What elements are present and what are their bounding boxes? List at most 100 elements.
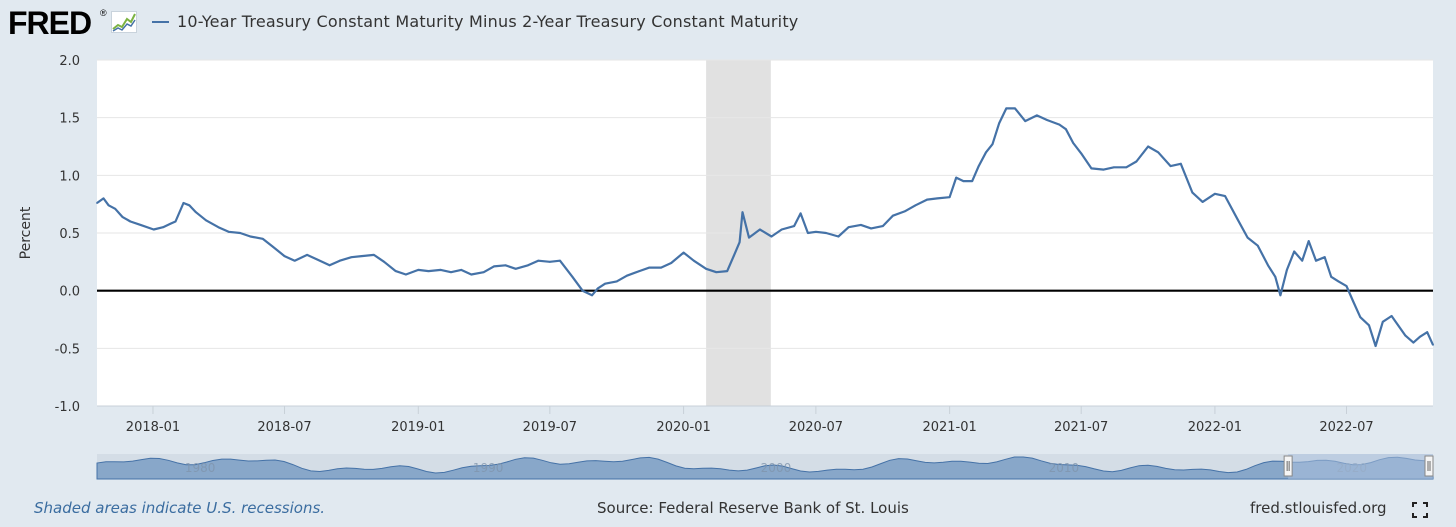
series-point [1214, 192, 1216, 195]
series-point [741, 211, 744, 214]
series-point [780, 228, 783, 231]
legend-series-label: 10-Year Treasury Constant Maturity Minus… [177, 12, 799, 31]
series-point [732, 255, 735, 257]
series-point [152, 228, 155, 231]
series-point [1345, 285, 1348, 287]
series-point [926, 198, 928, 201]
series-point [1080, 152, 1083, 155]
series-point [249, 235, 252, 238]
series-point [814, 230, 817, 233]
series-point [121, 215, 124, 218]
series-point [548, 260, 551, 263]
series-point [738, 241, 741, 244]
y-tick-label: -0.5 [55, 342, 80, 357]
series-point [914, 204, 917, 207]
series-point [537, 259, 540, 262]
series-point [1135, 160, 1138, 163]
series-point [217, 226, 220, 229]
series-point [169, 222, 172, 225]
series-point [1024, 120, 1027, 123]
navigator-handle-left[interactable] [1283, 455, 1293, 477]
series-point [571, 275, 574, 278]
fred-logo[interactable]: FRED [8, 5, 92, 41]
series-point [985, 151, 987, 154]
series-point [1293, 250, 1296, 253]
series-point [1337, 280, 1340, 283]
x-tick-label: 2018-01 [126, 420, 180, 435]
series-point [1256, 244, 1259, 247]
series-point [394, 270, 397, 272]
series-point [162, 226, 165, 229]
series-point [1236, 218, 1239, 221]
x-tick-label: 2021-01 [922, 420, 976, 435]
series-point [360, 255, 363, 257]
series-point [1201, 200, 1204, 203]
series-point [96, 202, 98, 204]
series-point [417, 269, 420, 271]
series-point [350, 256, 353, 259]
series-point [272, 245, 274, 248]
y-tick-label: 0.5 [59, 227, 80, 242]
series-point [470, 273, 473, 276]
series-point [1374, 345, 1377, 347]
series-point [439, 269, 442, 271]
series-point [1352, 300, 1354, 302]
series-layer [96, 107, 1435, 348]
series-point [1224, 195, 1227, 197]
chart-legend[interactable]: 10-Year Treasury Constant Maturity Minus… [152, 12, 798, 31]
series-point [962, 180, 965, 183]
x-axis-ticks [152, 406, 1348, 414]
series-point [1285, 269, 1288, 271]
x-tick-label: 2019-07 [523, 420, 577, 435]
series-point [615, 280, 618, 283]
series-point [604, 282, 606, 285]
series-point [726, 270, 729, 272]
series-point [102, 197, 105, 200]
series-point [1035, 114, 1038, 117]
series-point [847, 226, 850, 229]
series-point [1381, 320, 1384, 323]
navigator-handle-right[interactable] [1424, 455, 1434, 477]
series-point [1274, 275, 1277, 278]
line-chart[interactable]: 2.01.51.00.50.0-0.5-1.0 2018-01 2018-07 20… [0, 46, 1456, 486]
series-point [881, 225, 884, 227]
series-point [1046, 119, 1048, 121]
series-point [1147, 145, 1149, 148]
navigator-selection[interactable] [1288, 454, 1433, 479]
series-point [670, 262, 673, 264]
x-tick-labels: 2018-01 2018-07 2019-01 2019-07 2020-01 2020-… [126, 420, 1374, 435]
series-point [793, 225, 795, 227]
series-point [955, 176, 958, 179]
series-point [1323, 256, 1326, 259]
series-point [1368, 324, 1370, 327]
x-tick-label: 2021-07 [1054, 420, 1108, 435]
series-point [1125, 166, 1128, 169]
series-point [559, 259, 561, 262]
series-point [338, 259, 341, 262]
series-point [648, 266, 651, 269]
series-point [1113, 166, 1115, 169]
series-point [1390, 315, 1393, 317]
series-point [936, 197, 939, 200]
site-link[interactable]: fred.stlouisfed.org [1250, 499, 1387, 517]
series-point [194, 211, 197, 214]
series-point [482, 271, 485, 274]
series-point [328, 264, 331, 267]
range-navigator[interactable]: 19801990200020102020 [96, 454, 1434, 480]
fullscreen-icon[interactable] [1412, 502, 1428, 518]
series-point [227, 230, 230, 233]
series-point [1169, 165, 1172, 168]
series-point [514, 267, 517, 270]
series-point [1090, 167, 1093, 170]
series-point [660, 266, 662, 269]
series-point [383, 260, 386, 263]
line-graph-icon [111, 11, 137, 33]
series-point [748, 236, 750, 239]
series-point [682, 251, 685, 254]
y-tick-labels: 2.0 1.5 1.0 0.5 0.0 -0.5 -1.0 [55, 54, 80, 415]
series-point [283, 255, 286, 257]
chart-header: FRED ® 10-Year Treasury Constant Maturit… [0, 0, 1456, 46]
series-point [596, 287, 599, 290]
series-point [427, 270, 430, 272]
series-point [114, 207, 117, 210]
